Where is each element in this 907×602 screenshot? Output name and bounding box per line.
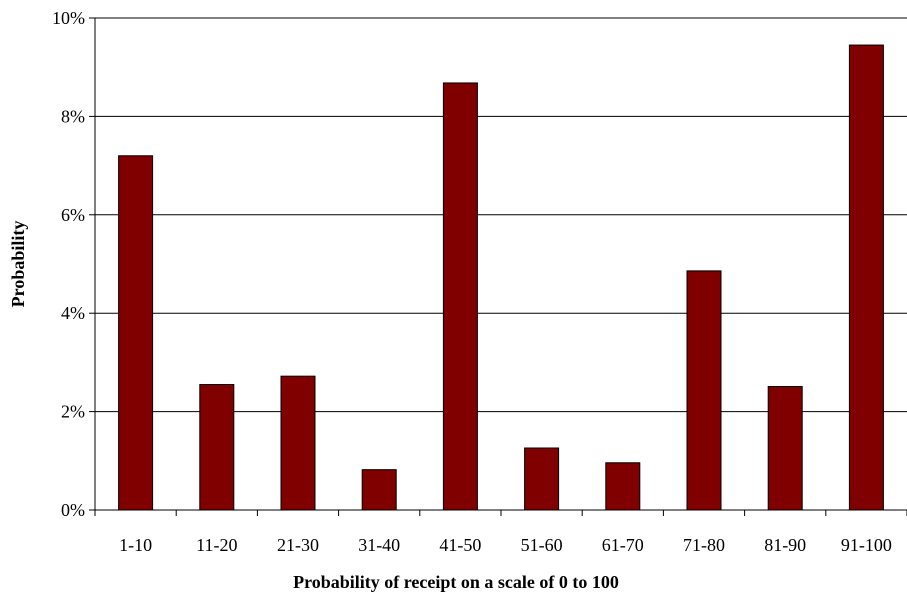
y-tick-label: 4% (61, 303, 85, 323)
bar (442, 82, 478, 511)
x-tick-label: 61-70 (602, 535, 644, 555)
x-tick-label: 81-90 (764, 535, 806, 555)
bar (605, 462, 641, 511)
bars (118, 44, 884, 511)
bar (686, 270, 722, 511)
x-tick-label: 41-50 (439, 535, 481, 555)
axes (89, 17, 907, 516)
bar (118, 155, 154, 511)
gridlines (95, 17, 907, 413)
bar (767, 386, 803, 511)
bar (848, 44, 884, 511)
x-tick-label: 11-20 (196, 535, 237, 555)
bar (280, 375, 316, 511)
bar (361, 469, 397, 511)
x-axis-title: Probability of receipt on a scale of 0 t… (293, 572, 619, 592)
x-tick-label: 71-80 (683, 535, 725, 555)
x-tick-label: 1-10 (119, 535, 152, 555)
y-tick-label: 2% (61, 402, 85, 422)
y-tick-label: 0% (61, 500, 85, 520)
x-tick-label: 31-40 (358, 535, 400, 555)
bar (524, 447, 560, 511)
bar (199, 384, 235, 511)
y-tick-label: 6% (61, 205, 85, 225)
y-tick-label: 10% (52, 8, 85, 28)
x-tick-label: 21-30 (277, 535, 319, 555)
y-tick-label: 8% (61, 106, 85, 126)
y-axis-title: Probability (8, 221, 28, 308)
tick-labels: 0% 2% 4% 6% 8% 10% 1-10 11-20 21-30 31-40 41-50 51-… (52, 8, 892, 555)
x-tick-label: 51-60 (521, 535, 563, 555)
x-tick-label: 91-100 (841, 535, 892, 555)
